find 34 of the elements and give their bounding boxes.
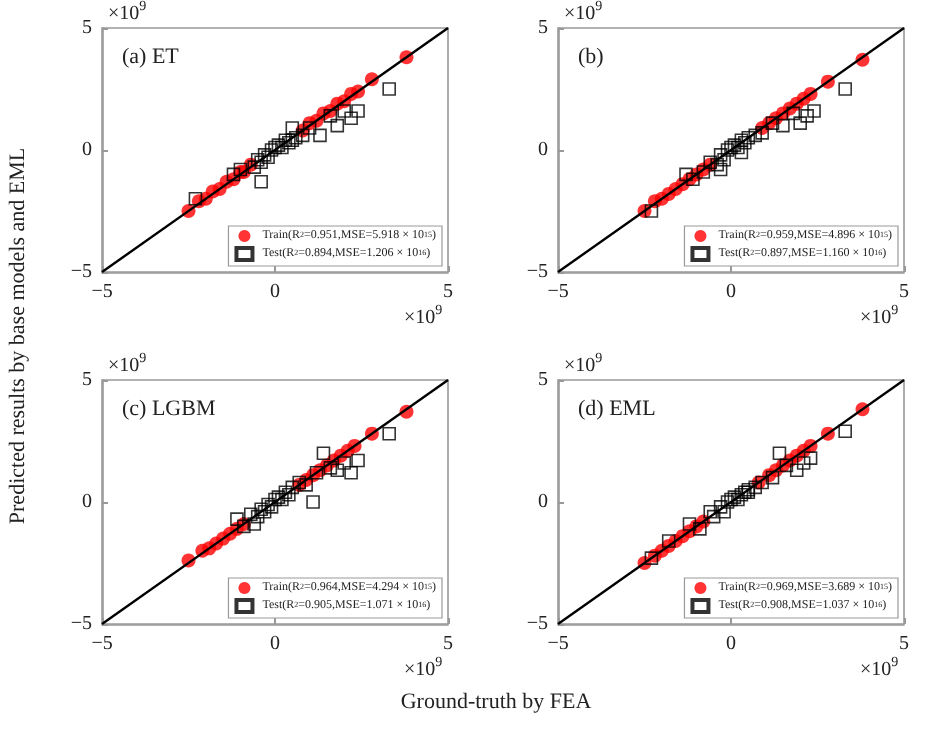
y-tick-label: 0	[82, 139, 92, 161]
x-tick-label: 5	[443, 281, 453, 303]
text: ×10$^{9}$	[564, 350, 603, 377]
x-tick-label: 0	[726, 281, 736, 303]
text: (c) LGBM	[122, 397, 216, 421]
x-axis-title: Ground-truth by FEA	[400, 690, 592, 714]
text: (d) EML	[578, 397, 657, 421]
x-tick-label: 5	[899, 281, 909, 303]
text: ×10$^{9}$	[860, 654, 899, 681]
text: ×10$^{9}$	[108, 0, 147, 25]
text: ×10$^{9}$	[860, 302, 899, 329]
y-tick-label: −5	[526, 613, 548, 635]
y-tick-label: −5	[526, 261, 548, 283]
y-tick-label: 5	[82, 369, 92, 391]
text: ×10$^{9}$	[108, 350, 147, 377]
x-tick-label: 0	[270, 633, 280, 655]
y-tick-label: 5	[82, 17, 92, 39]
x-tick-label: 5	[443, 633, 453, 655]
x-tick-label: 0	[726, 633, 736, 655]
text: (b)	[578, 45, 605, 69]
y-tick-label: 0	[538, 139, 548, 161]
text: (a) ET	[122, 45, 180, 69]
x-tick-label: 5	[899, 633, 909, 655]
text: ×10$^{9}$	[404, 654, 443, 681]
text: ×10$^{9}$	[404, 302, 443, 329]
y-tick-label: −5	[70, 261, 92, 283]
x-tick-label: 0	[270, 281, 280, 303]
y-tick-label: 0	[538, 491, 548, 513]
y-tick-label: 5	[538, 369, 548, 391]
y-tick-label: 5	[538, 17, 548, 39]
y-tick-label: −5	[70, 613, 92, 635]
y-tick-label: 0	[82, 491, 92, 513]
y-axis-title: Predicted results by base models and EML	[6, 147, 30, 525]
text: ×10$^{9}$	[564, 0, 603, 25]
